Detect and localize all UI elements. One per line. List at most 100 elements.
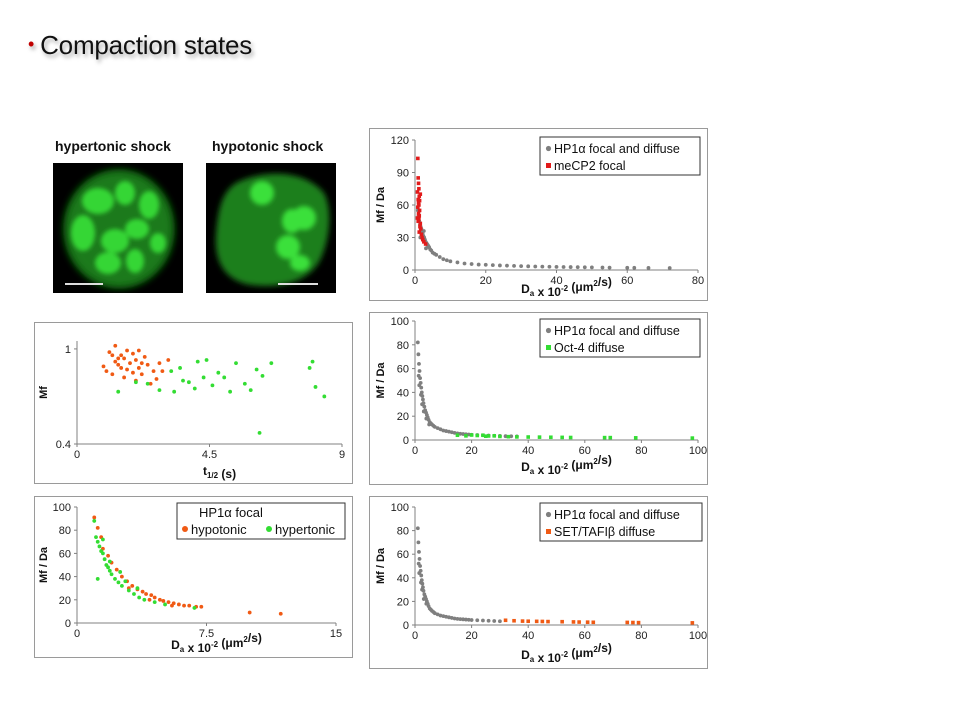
data-point	[415, 526, 420, 531]
data-point	[135, 586, 140, 591]
data-point	[123, 579, 128, 584]
data-point	[492, 619, 497, 623]
x-tick-label: 20	[480, 275, 492, 287]
data-point	[118, 570, 123, 574]
data-point	[625, 620, 630, 625]
x-tick-label: 100	[689, 630, 707, 642]
data-point	[95, 525, 100, 530]
y-tick-label: 0	[403, 435, 409, 447]
data-point	[602, 435, 607, 440]
data-point	[424, 601, 429, 606]
data-point	[114, 567, 119, 572]
data-point	[526, 619, 530, 624]
y-tick-label: 40	[397, 387, 409, 399]
data-point	[444, 429, 449, 433]
chart-panel-a: 0 20 40 60 80 0 30 60 90 120 Mf / Da Da x 10-2 (μm2…	[369, 128, 708, 301]
data-point	[608, 435, 613, 440]
data-point	[461, 617, 466, 622]
data-point	[417, 186, 421, 191]
x-axis-label-part: /s)	[248, 631, 262, 645]
data-point	[540, 619, 545, 624]
data-point	[420, 235, 424, 240]
data-point	[421, 409, 426, 414]
data-point	[560, 619, 564, 624]
data-point	[269, 361, 274, 366]
data-point	[462, 261, 467, 266]
legend-box	[539, 136, 701, 176]
x-tick-label: 0	[74, 449, 80, 461]
data-point	[418, 221, 423, 226]
data-point	[116, 389, 121, 394]
x-axis-label-part: x 10	[534, 285, 561, 299]
data-point	[187, 603, 192, 608]
data-point	[417, 383, 422, 388]
x-tick-label: 0	[412, 275, 418, 287]
data-point	[178, 366, 182, 370]
data-point	[148, 381, 153, 386]
data-point	[242, 381, 247, 386]
x-axis-label-part: (s)	[218, 467, 236, 481]
y-axis-label: Mf / Da	[38, 546, 50, 583]
chart-d: 0 20 40 60 80 100 0 20 40 60 80 100 Mf / Da Da x 10-2…	[375, 316, 707, 477]
legend-label: SET/TAFIβ diffuse	[554, 525, 655, 539]
data-point	[157, 361, 162, 366]
data-point	[416, 156, 420, 161]
data-point	[492, 434, 497, 438]
data-point	[423, 242, 428, 246]
x-axis-label-part: x 10	[534, 651, 561, 665]
data-point	[160, 369, 165, 374]
data-point	[186, 380, 191, 385]
data-point	[415, 340, 420, 345]
data-point	[161, 599, 166, 603]
x-axis-label: Da x 10-2 (μm2/s)	[521, 641, 612, 665]
data-point	[554, 264, 559, 269]
x-tick-label: 80	[635, 445, 647, 457]
x-axis-label: Da x 10-2 (μm2/s)	[521, 453, 612, 477]
hypertonic-label: hypertonic shock	[55, 138, 171, 154]
data-point	[607, 265, 612, 270]
y-tick-label: 30	[397, 233, 409, 245]
y-tick-label: 80	[59, 525, 71, 537]
data-point	[152, 600, 157, 605]
data-point	[147, 597, 152, 602]
data-point	[441, 428, 446, 433]
data-point	[461, 432, 466, 436]
data-point	[421, 597, 426, 601]
legend-title: HP1α focal	[199, 505, 263, 520]
data-point	[424, 416, 429, 421]
data-point	[421, 229, 426, 233]
data-point	[104, 369, 109, 374]
data-point	[469, 618, 474, 622]
data-point	[113, 577, 117, 581]
data-point	[452, 616, 457, 621]
data-point	[533, 264, 538, 269]
chart-panel-b: 0 4.5 9 0.4 1 Mf t1/2 (s)	[34, 322, 353, 484]
x-axis-label-part: x 10	[534, 463, 561, 477]
data-point	[416, 181, 421, 186]
data-point	[515, 435, 519, 439]
data-point	[469, 262, 474, 266]
y-tick-label: 20	[397, 411, 409, 423]
x-axis-label-part: /s)	[598, 641, 612, 655]
data-point	[449, 430, 454, 435]
data-point	[506, 434, 511, 439]
y-tick-label: 80	[397, 340, 409, 352]
y-tick-label: 100	[391, 316, 409, 328]
data-point	[137, 595, 142, 600]
y-tick-label: 100	[391, 502, 409, 514]
data-point	[571, 620, 576, 624]
data-point	[475, 618, 480, 623]
data-point	[172, 389, 177, 394]
data-point	[416, 201, 421, 205]
data-point	[307, 366, 312, 370]
x-axis-label-part: D	[171, 638, 180, 652]
data-point	[455, 260, 460, 265]
data-point	[95, 539, 100, 544]
bullet-icon: •	[28, 34, 35, 54]
data-point	[92, 515, 97, 520]
data-point	[119, 574, 124, 579]
y-axis-label: Mf / Da	[375, 186, 387, 223]
data-point	[419, 580, 423, 585]
x-tick-label: 60	[621, 275, 633, 287]
x-axis-label-part: x 10	[184, 641, 211, 655]
